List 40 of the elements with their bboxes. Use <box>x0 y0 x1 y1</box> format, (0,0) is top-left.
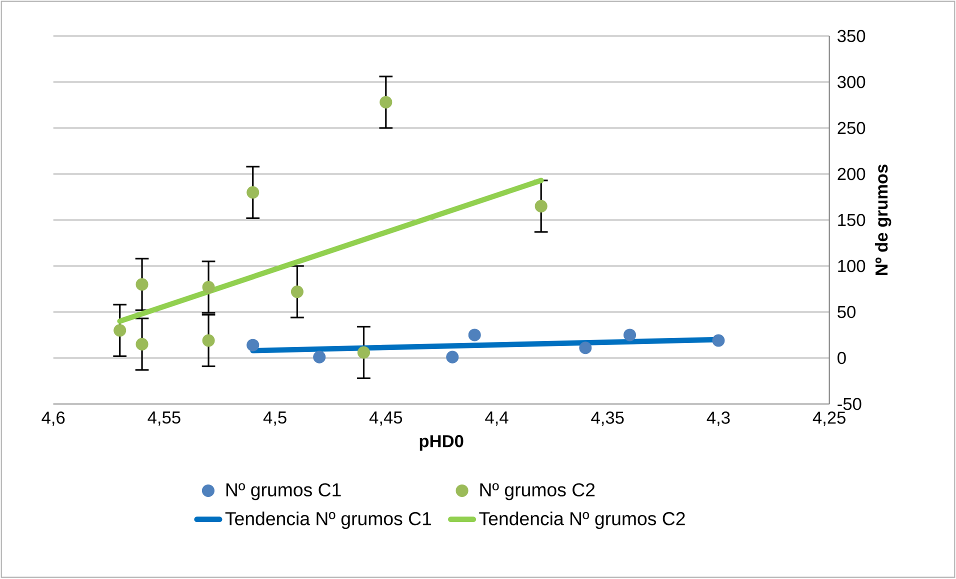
point <box>246 186 260 199</box>
x-tick-label: 4,25 <box>812 412 846 426</box>
legend-label: Nº grumos C2 <box>480 483 595 500</box>
x-tick-label: 4,4 <box>485 412 508 426</box>
x-tick-label: 4,35 <box>591 412 624 426</box>
point <box>290 286 304 298</box>
point <box>357 346 370 359</box>
point <box>202 281 215 294</box>
x-axis-title: pHD0 <box>420 435 464 451</box>
point <box>712 334 725 347</box>
point <box>202 334 215 347</box>
y-tick-label: 150 <box>838 214 866 226</box>
point <box>136 338 148 351</box>
y-tick-label: -50 <box>838 398 862 410</box>
x-tick-label: 4,55 <box>148 412 180 426</box>
point <box>136 278 148 291</box>
legend-label: Tendencia Nº grumos C1 <box>225 512 432 530</box>
point <box>624 328 636 342</box>
point <box>446 350 459 364</box>
y-tick-label: 0 <box>838 352 846 364</box>
y-tick-label: 50 <box>838 306 856 318</box>
x-tick-label: 4,6 <box>42 412 65 426</box>
y-tick-label: 250 <box>838 122 866 134</box>
point <box>246 339 260 352</box>
y-tick-label: 300 <box>838 76 866 88</box>
x-tick-label: 4,5 <box>263 412 286 426</box>
x-tick-label: 4,45 <box>369 412 402 426</box>
point <box>313 350 326 364</box>
y-tick-label: 200 <box>838 168 866 180</box>
y-axis-title: Nº de grumos <box>874 164 892 276</box>
point <box>114 324 126 337</box>
legend-label: Tendencia Nº grumos C2 <box>479 512 685 530</box>
point <box>579 342 592 354</box>
x-tick-label: 4,3 <box>706 412 730 426</box>
legend-label: Nº grumos C1 <box>226 483 341 500</box>
point <box>468 328 481 342</box>
y-tick-label: 100 <box>838 260 866 272</box>
point <box>534 200 548 213</box>
y-tick-label: 350 <box>838 30 866 42</box>
point <box>380 96 392 109</box>
